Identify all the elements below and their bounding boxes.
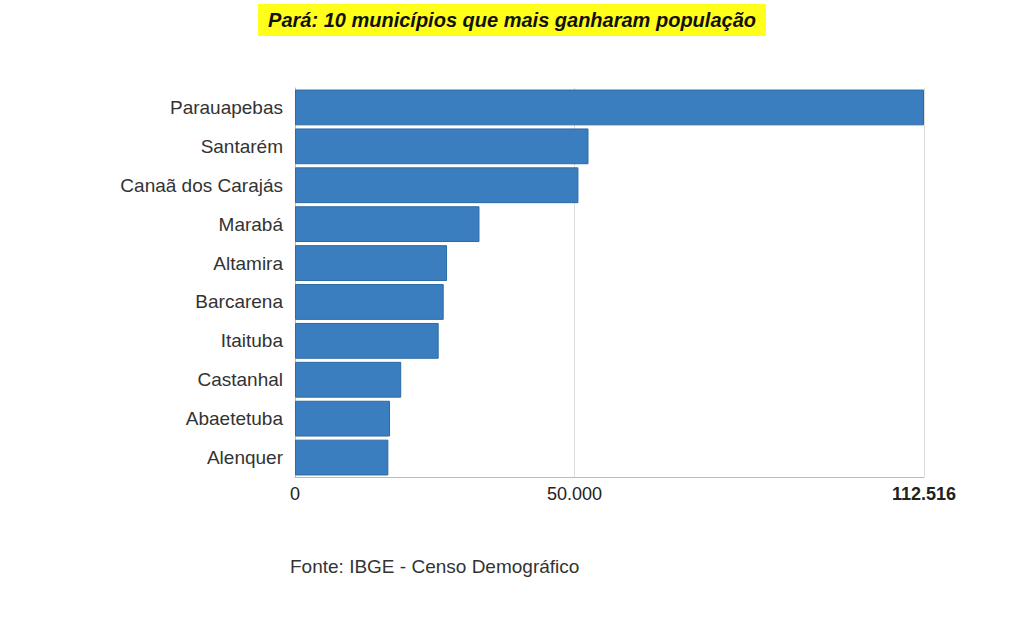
svg-text:Santarém: Santarém: [201, 136, 283, 157]
svg-text:Alenquer: Alenquer: [207, 447, 284, 468]
svg-text:Pará: 10 municípios que mais g: Pará: 10 municípios que mais ganharam po…: [268, 9, 756, 31]
svg-text:Abaetetuba: Abaetetuba: [186, 408, 284, 429]
svg-text:0: 0: [290, 484, 300, 504]
svg-text:Fonte: IBGE - Censo Demográfic: Fonte: IBGE - Censo Demográfico: [290, 556, 579, 577]
svg-text:112.516: 112.516: [892, 484, 956, 504]
svg-text:Parauapebas: Parauapebas: [170, 97, 283, 118]
svg-text:Marabá: Marabá: [219, 214, 284, 235]
svg-text:50.000: 50.000: [547, 484, 602, 504]
svg-text:Altamira: Altamira: [213, 253, 283, 274]
svg-text:Castanhal: Castanhal: [197, 369, 283, 390]
svg-text:Itaituba: Itaituba: [221, 330, 284, 351]
svg-text:Canaã dos Carajás: Canaã dos Carajás: [120, 175, 283, 196]
svg-text:Barcarena: Barcarena: [195, 291, 283, 312]
